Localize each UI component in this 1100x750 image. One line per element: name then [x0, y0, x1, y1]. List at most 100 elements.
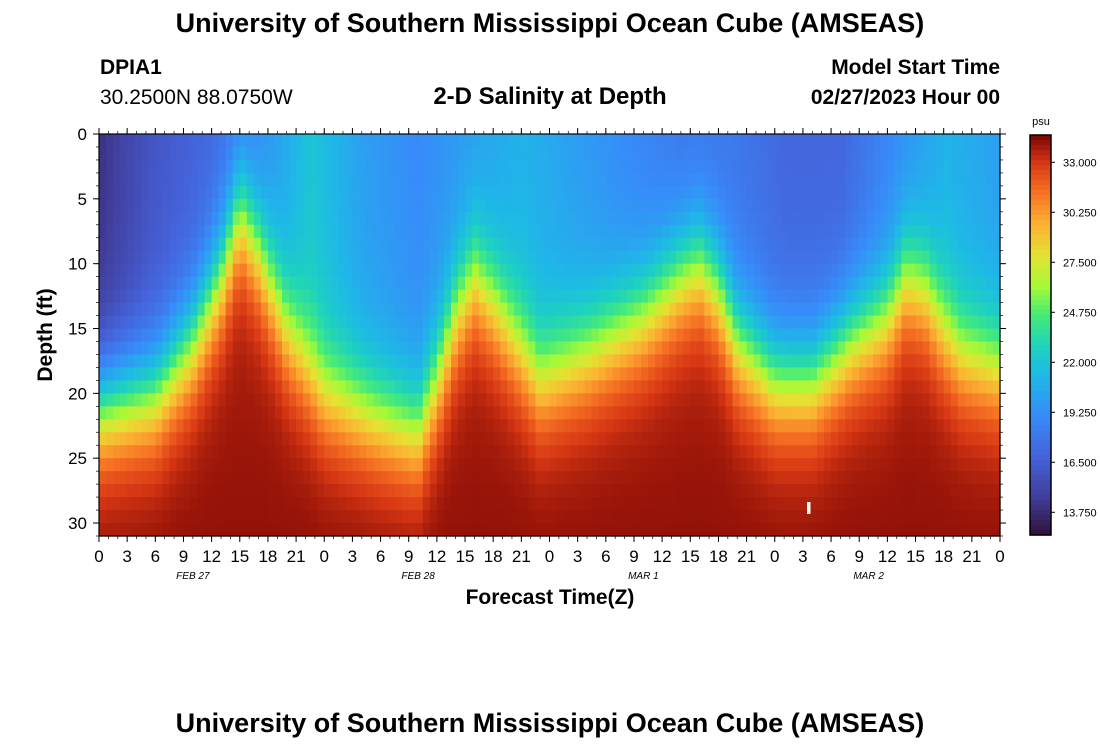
- heatmap-cell: [626, 263, 635, 278]
- heatmap-cell: [415, 367, 424, 381]
- heatmap-cell: [887, 432, 896, 446]
- heatmap-cell: [556, 380, 565, 394]
- heatmap-cell: [683, 211, 691, 226]
- heatmap-cell: [535, 393, 544, 407]
- heatmap-cell: [908, 432, 917, 446]
- heatmap-cell: [204, 263, 213, 278]
- heatmap-cell: [169, 198, 178, 213]
- heatmap-cell: [676, 484, 684, 498]
- heatmap-cell: [267, 341, 276, 356]
- heatmap-cell: [331, 523, 339, 537]
- heatmap-cell: [422, 276, 431, 291]
- heatmap-cell: [802, 367, 811, 381]
- heatmap-cell: [732, 497, 741, 511]
- heatmap-cell: [472, 367, 480, 381]
- heatmap-cell: [345, 211, 354, 226]
- heatmap-cell: [176, 458, 185, 472]
- heatmap-cell: [359, 211, 368, 226]
- heatmap-cell: [465, 341, 473, 356]
- heatmap-cell: [450, 328, 459, 343]
- heatmap-cell: [246, 315, 255, 330]
- heatmap-cell: [824, 146, 832, 161]
- heatmap-cell: [127, 380, 135, 394]
- heatmap-cell: [436, 146, 445, 161]
- heatmap-cell: [443, 380, 452, 394]
- heatmap-cell: [521, 484, 529, 498]
- heatmap-cell: [774, 237, 783, 252]
- heatmap-cell: [120, 497, 128, 511]
- heatmap-cell: [929, 211, 938, 226]
- heatmap-cell: [563, 354, 572, 369]
- heatmap-cell: [711, 471, 720, 485]
- heatmap-cell: [915, 458, 924, 472]
- heatmap-cell: [767, 198, 776, 213]
- heatmap-cell: [345, 172, 354, 187]
- heatmap-cell: [816, 380, 825, 394]
- heatmap-cell: [472, 172, 480, 187]
- heatmap-cell: [106, 497, 114, 511]
- heatmap-cell: [260, 289, 269, 304]
- heatmap-cell: [127, 432, 135, 446]
- heatmap-cell: [310, 341, 318, 356]
- heatmap-cell: [472, 211, 480, 226]
- heatmap-cell: [887, 354, 896, 369]
- heatmap-cell: [331, 134, 339, 148]
- heatmap-cell: [943, 185, 952, 200]
- heatmap-cell: [845, 237, 853, 252]
- heatmap-cell: [289, 523, 297, 537]
- heatmap-cell: [303, 406, 311, 420]
- heatmap-cell: [310, 276, 318, 291]
- heatmap-cell: [964, 263, 973, 278]
- heatmap-cell: [809, 406, 818, 420]
- heatmap-cell: [619, 237, 628, 252]
- heatmap-cell: [704, 146, 712, 161]
- heatmap-cell: [957, 432, 966, 446]
- heatmap-cell: [964, 380, 973, 394]
- heatmap-cell: [992, 354, 1001, 369]
- heatmap-cell: [760, 237, 769, 252]
- heatmap-cell: [380, 354, 389, 369]
- date-label: FEB 27: [176, 571, 210, 582]
- heatmap-cell: [887, 458, 896, 472]
- heatmap-cell: [549, 315, 558, 330]
- heatmap-cell: [422, 419, 431, 433]
- heatmap-cell: [450, 445, 459, 459]
- heatmap-cell: [577, 134, 586, 148]
- heatmap-cell: [760, 484, 769, 498]
- heatmap-cell: [929, 484, 938, 498]
- heatmap-cell: [556, 458, 565, 472]
- heatmap-cell: [591, 393, 600, 407]
- heatmap-cell: [359, 419, 368, 433]
- heatmap-cell: [317, 159, 325, 174]
- heatmap-cell: [155, 393, 163, 407]
- heatmap-cell: [282, 289, 290, 304]
- heatmap-cell: [584, 445, 593, 459]
- heatmap-cell: [493, 497, 501, 511]
- heatmap-cell: [985, 237, 994, 252]
- heatmap-cell: [443, 484, 452, 498]
- heatmap-cell: [683, 224, 691, 239]
- heatmap-cell: [781, 523, 790, 537]
- heatmap-cell: [915, 341, 924, 356]
- heatmap-cell: [99, 159, 107, 174]
- heatmap-cell: [852, 445, 860, 459]
- main-title: University of Southern Mississippi Ocean…: [175, 8, 925, 38]
- heatmap-cell: [655, 406, 663, 420]
- heatmap-cell: [648, 185, 656, 200]
- heatmap-cell: [866, 328, 874, 343]
- heatmap-cell: [577, 315, 586, 330]
- heatmap-cell: [331, 484, 339, 498]
- heatmap-cell: [232, 406, 241, 420]
- x-tick-label: 12: [202, 547, 221, 566]
- heatmap-cell: [753, 484, 762, 498]
- heatmap-cell: [380, 211, 389, 226]
- heatmap-cell: [296, 250, 304, 265]
- heatmap-cell: [683, 523, 691, 537]
- heatmap-cell: [296, 172, 304, 187]
- heatmap-cell: [612, 237, 621, 252]
- heatmap-cell: [380, 134, 389, 148]
- heatmap-cell: [929, 250, 938, 265]
- heatmap-cell: [943, 354, 952, 369]
- heatmap-cell: [669, 328, 677, 343]
- heatmap-cell: [971, 250, 980, 265]
